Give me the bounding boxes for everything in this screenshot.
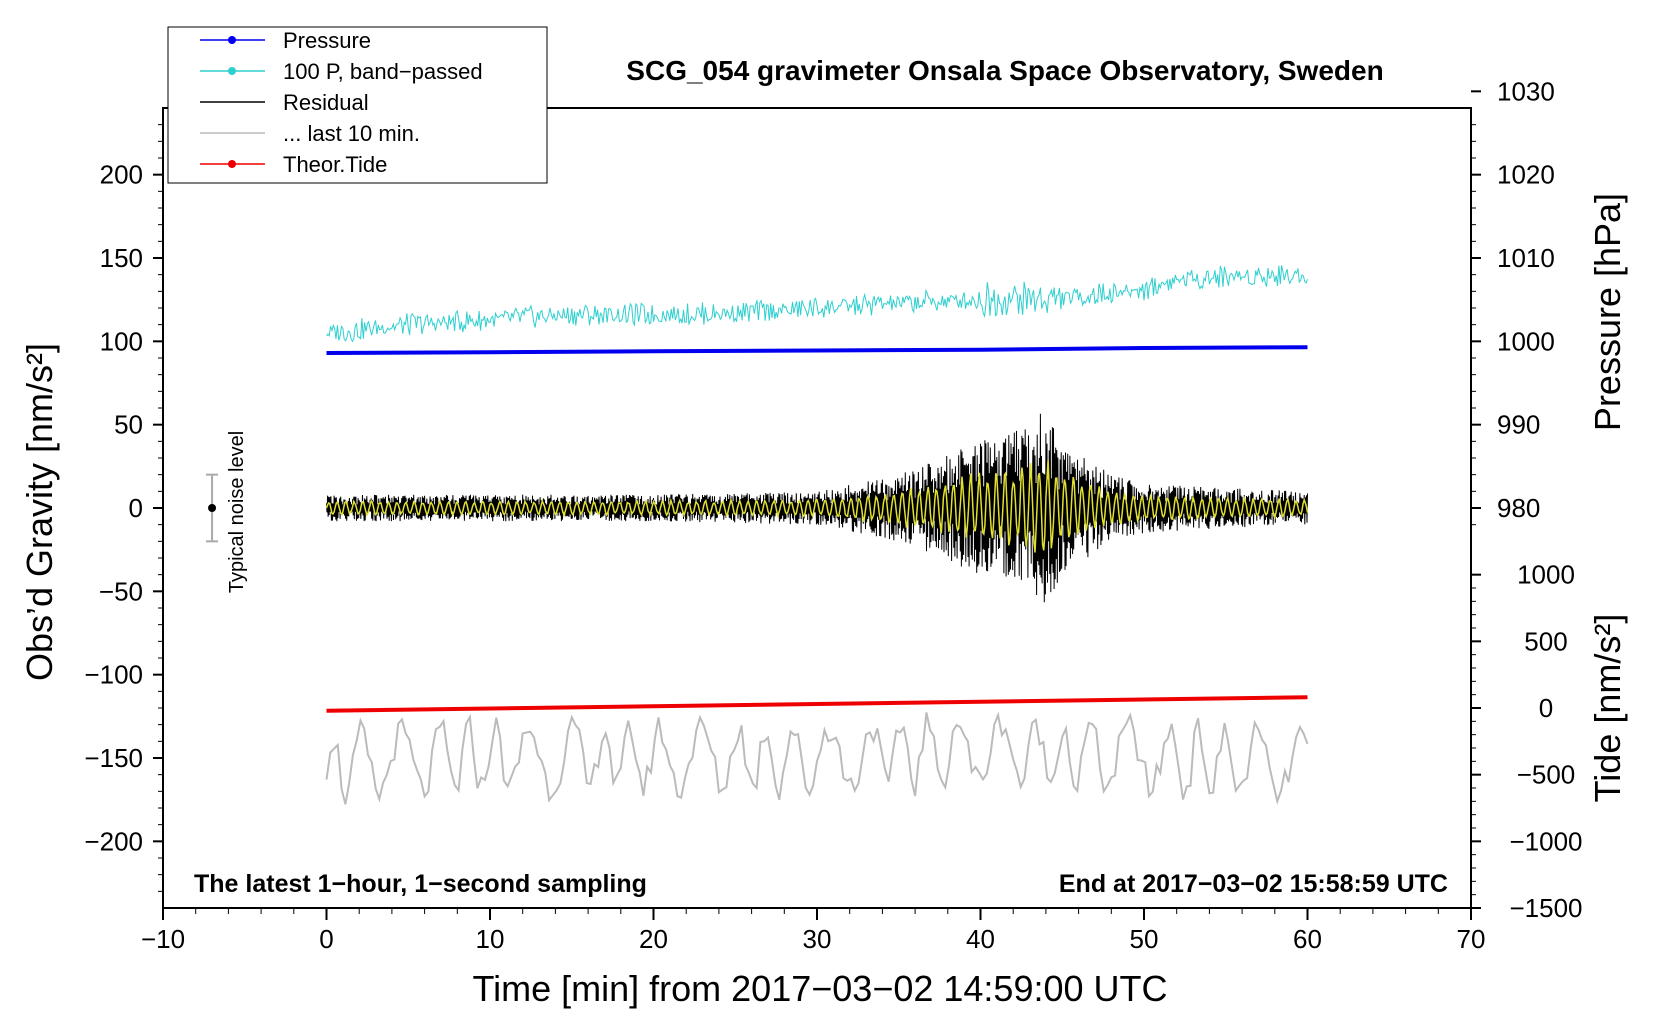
legend-box (167, 26, 548, 184)
series-residual (326, 413, 1308, 603)
x-tick-label: 0 (319, 924, 333, 954)
tide-tick-label: 500 (1524, 626, 1567, 656)
y-tick-label: 100 (100, 326, 143, 356)
series-last-10-min (325, 711, 1309, 805)
x-tick-label: 70 (1457, 924, 1486, 954)
y-tick-label: 150 (100, 243, 143, 273)
x-tick-label: 30 (803, 924, 832, 954)
legend: Pressure 100 P, band−passed Residual ... la… (167, 26, 548, 184)
tide-tick-label: 0 (1539, 693, 1553, 723)
noise-center-dot (208, 504, 217, 512)
series-residual-smoothed (325, 459, 1309, 553)
x-tick-label: 10 (476, 924, 505, 954)
y-tick-label: −100 (84, 660, 143, 690)
y-tick-label: 0 (129, 493, 143, 523)
pressure-tick-label: 1030 (1497, 76, 1555, 106)
x-tick-label: −10 (141, 924, 185, 954)
legend-label: ... last 10 min. (283, 121, 420, 146)
legend-label: Residual (283, 90, 369, 115)
y-tick-label: −150 (84, 743, 143, 773)
plot-area: −10 0 10 20 30 40 50 60 70200150100500−50−100−15… (84, 76, 1582, 954)
y-tick-label: 50 (114, 410, 143, 440)
x-tick-label: 40 (966, 924, 995, 954)
pressure-tick-label: 990 (1497, 410, 1540, 440)
sampling-annotation: The latest 1−hour, 1−second sampling (194, 870, 647, 898)
legend-label: Theor.Tide (283, 152, 387, 177)
end-time-annotation: End at 2017−03−02 15:58:59 UTC (1059, 870, 1448, 898)
pressure-tick-label: 1000 (1497, 326, 1555, 356)
series-bandpassed-pressure (326, 265, 1308, 343)
x-tick-label: 20 (639, 924, 668, 954)
noise-level-label: Typical noise level (226, 431, 248, 593)
series-theoretical-tide (326, 695, 1308, 713)
y-axis-label: Obs’d Gravity [nm/s²] (19, 343, 60, 681)
tide-tick-label: 1000 (1517, 560, 1575, 590)
x-axis-label: Time [min] from 2017−03−02 14:59:00 UTC (472, 968, 1167, 1009)
pressure-tick-label: 1020 (1497, 160, 1555, 190)
legend-label: Pressure (283, 28, 371, 53)
pressure-tick-label: 980 (1497, 493, 1540, 523)
tide-tick-label: −500 (1517, 760, 1576, 790)
legend-entries: Pressure 100 P, band−passed Residual ... la… (200, 28, 483, 177)
tide-tick-label: −1500 (1509, 893, 1582, 923)
chart-title: SCG_054 gravimeter Onsala Space Observat… (626, 55, 1383, 86)
legend-marker (228, 36, 236, 44)
y-tick-label: −200 (84, 826, 143, 856)
y-tick-label: 200 (100, 160, 143, 190)
x-tick-label: 50 (1130, 924, 1159, 954)
pressure-tick-label: 1010 (1497, 243, 1555, 273)
pressure-axis-label: Pressure [hPa] (1587, 193, 1628, 431)
legend-marker (228, 67, 236, 75)
legend-marker (228, 160, 236, 168)
x-tick-label: 60 (1293, 924, 1322, 954)
tide-tick-label: −1000 (1509, 826, 1582, 856)
series-pressure (326, 345, 1308, 355)
legend-label: 100 P, band−passed (283, 59, 483, 84)
y-tick-label: −50 (99, 576, 143, 606)
tide-axis-label: Tide [nm/s²] (1587, 614, 1628, 803)
